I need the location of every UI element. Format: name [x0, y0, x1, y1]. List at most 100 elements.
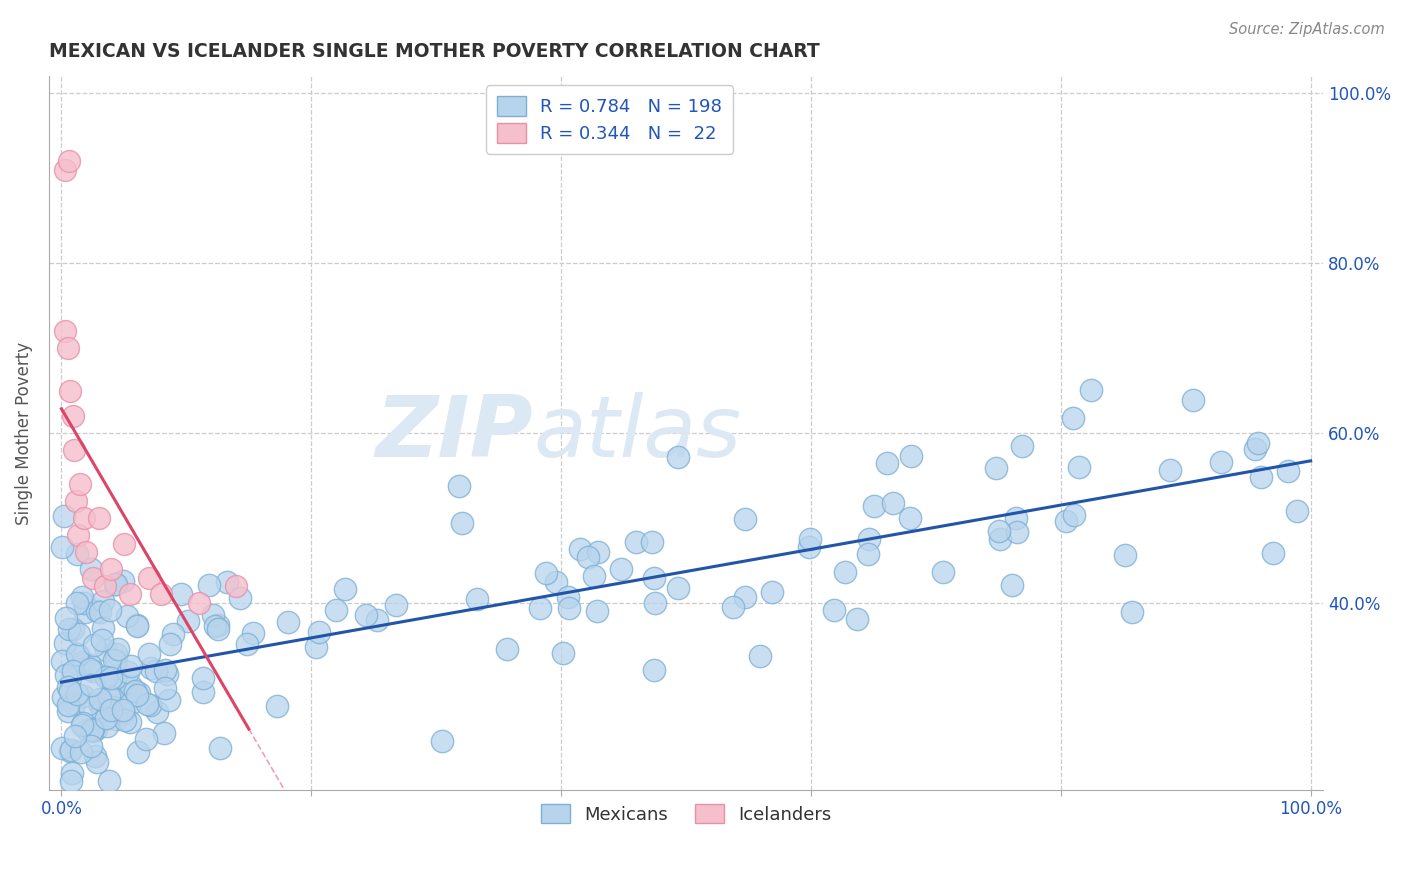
Point — [82, 570, 104, 584]
Point — [63, 729, 86, 743]
Point — [136, 697, 159, 711]
Point — [53, 636, 76, 650]
Point — [100, 703, 122, 717]
Point — [104, 654, 127, 668]
Point — [159, 637, 181, 651]
Point — [79, 657, 101, 672]
Point — [127, 745, 149, 759]
Point — [51, 654, 73, 668]
Point — [495, 641, 517, 656]
Point — [1067, 460, 1090, 475]
Point — [582, 569, 605, 583]
Point — [858, 547, 880, 561]
Point — [557, 590, 579, 604]
Point — [1159, 463, 1181, 477]
Point — [1001, 578, 1024, 592]
Point — [1121, 605, 1143, 619]
Point — [325, 603, 347, 617]
Point — [734, 512, 756, 526]
Point — [72, 689, 94, 703]
Point — [834, 566, 856, 580]
Point — [823, 603, 845, 617]
Point — [89, 691, 111, 706]
Point — [120, 698, 142, 712]
Point — [58, 680, 80, 694]
Point — [91, 633, 114, 648]
Point — [198, 578, 221, 592]
Point — [87, 697, 110, 711]
Point — [191, 671, 214, 685]
Point — [138, 570, 160, 584]
Point — [84, 723, 107, 737]
Point — [56, 698, 79, 712]
Point — [141, 660, 163, 674]
Point — [1063, 508, 1085, 522]
Point — [77, 697, 100, 711]
Point — [225, 579, 247, 593]
Point — [94, 711, 117, 725]
Point — [67, 657, 90, 672]
Point — [202, 607, 225, 622]
Point — [82, 664, 104, 678]
Point — [356, 608, 378, 623]
Point — [666, 582, 689, 596]
Point — [73, 511, 96, 525]
Point — [104, 671, 127, 685]
Point — [70, 718, 93, 732]
Point — [734, 591, 756, 605]
Point — [100, 672, 122, 686]
Point — [98, 689, 121, 703]
Point — [112, 706, 135, 721]
Point — [882, 496, 904, 510]
Point — [75, 545, 97, 559]
Point — [569, 542, 592, 557]
Point — [898, 511, 921, 525]
Point — [89, 605, 111, 619]
Point — [63, 697, 86, 711]
Point — [586, 545, 609, 559]
Point — [1080, 383, 1102, 397]
Point — [117, 665, 139, 680]
Point — [105, 577, 128, 591]
Point — [59, 744, 82, 758]
Point — [59, 384, 82, 398]
Point — [529, 601, 551, 615]
Point — [643, 571, 665, 585]
Point — [76, 723, 98, 738]
Point — [66, 528, 89, 542]
Point — [207, 623, 229, 637]
Point — [139, 698, 162, 712]
Point — [104, 577, 127, 591]
Point — [112, 574, 135, 588]
Point — [551, 646, 574, 660]
Point — [576, 549, 599, 564]
Point — [127, 689, 149, 703]
Point — [100, 562, 122, 576]
Point — [114, 713, 136, 727]
Point — [1209, 455, 1232, 469]
Point — [66, 596, 89, 610]
Point — [112, 703, 135, 717]
Point — [101, 700, 124, 714]
Point — [1005, 525, 1028, 540]
Point — [266, 699, 288, 714]
Point — [208, 741, 231, 756]
Point — [62, 664, 84, 678]
Point — [641, 535, 664, 549]
Point — [98, 603, 121, 617]
Point — [544, 575, 567, 590]
Point — [863, 500, 886, 514]
Point — [1054, 514, 1077, 528]
Point — [155, 664, 177, 678]
Point — [79, 562, 101, 576]
Point — [624, 535, 647, 549]
Point — [366, 613, 388, 627]
Point — [176, 614, 198, 628]
Point — [845, 611, 868, 625]
Point — [932, 565, 955, 579]
Point — [58, 623, 80, 637]
Point — [235, 637, 257, 651]
Text: Source: ZipAtlas.com: Source: ZipAtlas.com — [1229, 22, 1385, 37]
Point — [128, 686, 150, 700]
Point — [207, 617, 229, 632]
